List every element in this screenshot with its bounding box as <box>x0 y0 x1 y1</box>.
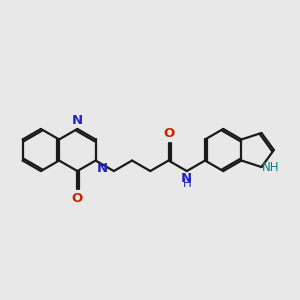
Text: H: H <box>182 177 191 190</box>
Text: N: N <box>72 114 83 128</box>
Text: O: O <box>72 192 83 205</box>
Text: O: O <box>163 127 174 140</box>
Text: N: N <box>96 162 107 175</box>
Text: N: N <box>181 172 192 185</box>
Text: NH: NH <box>262 160 280 173</box>
